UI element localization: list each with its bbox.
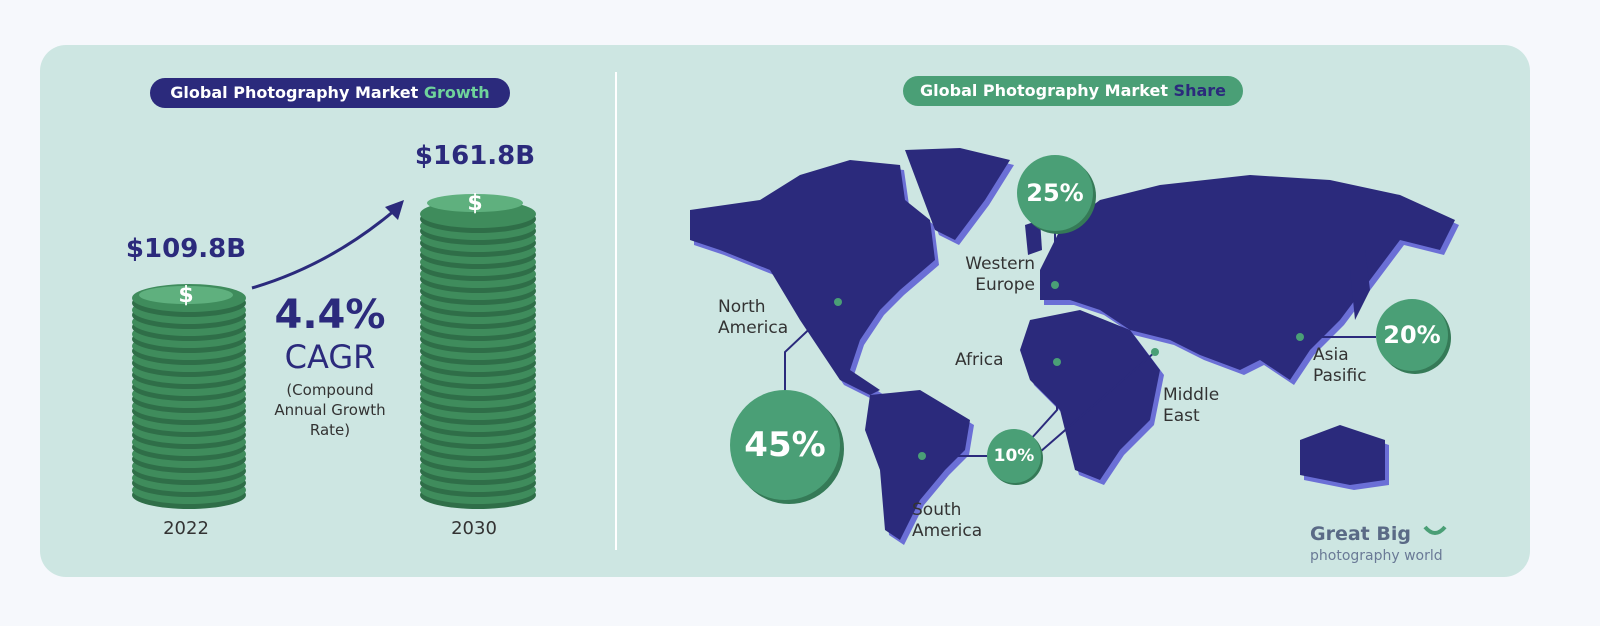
share-title: Global Photography Market Share (903, 76, 1243, 106)
coin: $ (178, 283, 193, 308)
share-bubble: 20% (1383, 321, 1441, 349)
coin: $ (467, 191, 482, 216)
growth-arrow (251, 208, 396, 290)
world-map (690, 148, 1455, 540)
bubbles (730, 155, 1451, 504)
cagr-label: CAGR (284, 338, 376, 376)
coin (427, 194, 523, 212)
region-label: South America (912, 500, 983, 541)
region-label: North America (718, 297, 789, 338)
logo-subtitle: photography world (1310, 548, 1443, 564)
share-bubble: 45% (744, 425, 826, 465)
logo-mark (1423, 525, 1447, 535)
panel (40, 45, 1530, 577)
year-label: 2022 (163, 518, 209, 539)
cagr-rate: 4.4% (274, 292, 386, 338)
cagr-note: (Compound Annual Growth Rate) (274, 381, 386, 439)
value-label: $109.8B (125, 234, 247, 264)
region-label: Middle East (1163, 385, 1220, 426)
logo-title: Great Big (1310, 523, 1411, 545)
growth-title: Global Photography Market Growth (150, 78, 510, 108)
region-label: Asia Pasific (1313, 345, 1367, 386)
region-label: Africa (955, 350, 1004, 370)
region-label: Western Europe (965, 254, 1035, 295)
value-label: $161.8B (414, 141, 536, 171)
year-label: 2030 (451, 518, 497, 539)
share-bubble: 25% (1026, 179, 1084, 207)
connectors (784, 231, 1376, 457)
coin (139, 286, 233, 304)
coin-stacks: $$ (132, 191, 536, 509)
connector-dots (834, 281, 1304, 460)
arrow-head (385, 200, 404, 220)
share-bubble: 10% (993, 446, 1035, 466)
